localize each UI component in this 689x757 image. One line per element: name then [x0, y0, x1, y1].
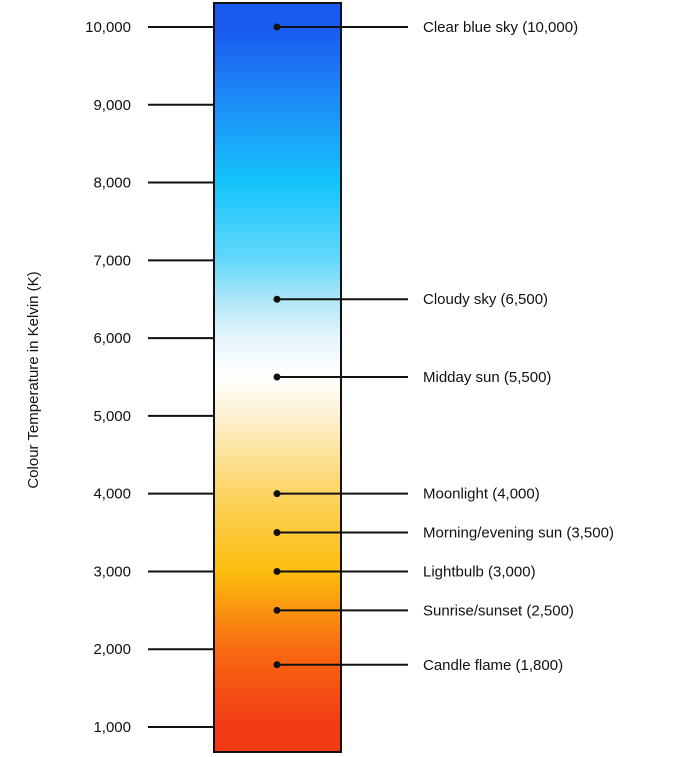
y-tick-label: 4,000: [93, 486, 131, 503]
y-tick-label: 3,000: [93, 563, 131, 580]
y-axis-ticks: 1,000 2,000 3,000 4,000 5,000 6,000 7,000 8,000…: [85, 19, 214, 736]
y-tick-label: 7,000: [93, 252, 131, 269]
y-tick-label: 2,000: [93, 641, 131, 658]
y-tick-label: 9,000: [93, 97, 131, 114]
y-tick-label: 10,000: [85, 19, 131, 36]
y-tick-label: 1,000: [93, 719, 131, 736]
y-tick-label: 6,000: [93, 330, 131, 347]
annotations: Clear blue sky (10,000) Cloudy sky (6,500…: [273, 19, 614, 674]
annotation-label: Clear blue sky (10,000): [423, 19, 578, 36]
annotation-label: Candle flame (1,800): [423, 657, 563, 674]
y-axis-title: Colour Temperature in Kelvin (K): [25, 271, 42, 488]
y-tick-label: 5,000: [93, 408, 131, 425]
annotation-label: Moonlight (4,000): [423, 486, 540, 503]
annotation-label: Morning/evening sun (3,500): [423, 525, 614, 542]
annotation-label: Lightbulb (3,000): [423, 563, 536, 580]
annotation-label: Sunrise/sunset (2,500): [423, 602, 574, 619]
annotation-label: Midday sun (5,500): [423, 369, 551, 386]
annotation-label: Cloudy sky (6,500): [423, 291, 548, 308]
y-tick-label: 8,000: [93, 175, 131, 192]
